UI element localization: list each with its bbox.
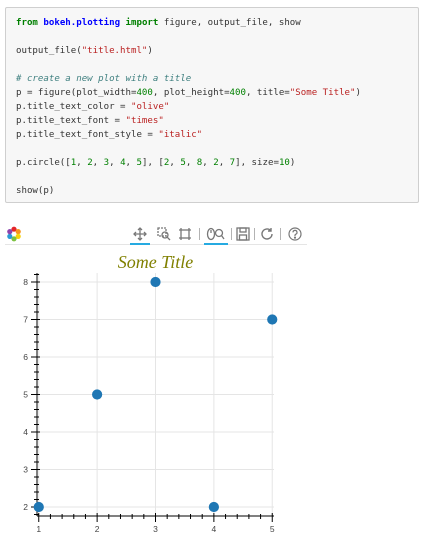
- code-text: ,: [185, 158, 197, 168]
- code-string: "italic": [158, 130, 203, 140]
- code-line-circle: p.circle([1, 2, 3, 4, 5], [2, 5, 8, 2, 7…: [16, 156, 295, 170]
- code-line-title-font-style: p.title_text_font_style = "italic": [16, 128, 202, 142]
- y-tick-label: 8: [23, 277, 28, 287]
- toolbar-separator: [199, 228, 200, 240]
- code-text: ,: [76, 158, 88, 168]
- code-text: p.title_text_color =: [16, 102, 131, 112]
- data-point[interactable]: [208, 501, 219, 513]
- bokeh-logo-icon[interactable]: [6, 226, 22, 242]
- code-text: ,: [202, 158, 214, 168]
- code-text: show(p): [16, 186, 55, 196]
- data-point[interactable]: [150, 276, 161, 288]
- code-number: 8: [196, 158, 203, 168]
- code-text: p.circle([: [16, 158, 71, 168]
- code-text: , title=: [245, 88, 290, 98]
- code-number: 4: [120, 158, 126, 168]
- code-text: ,: [218, 158, 230, 168]
- code-number: 1: [70, 158, 77, 168]
- data-point[interactable]: [33, 501, 44, 513]
- code-line-comment: # create a new plot with a title: [16, 72, 191, 86]
- code-text: p.title_text_font_style =: [16, 130, 159, 140]
- code-number: 2: [87, 158, 93, 168]
- code-text: ): [147, 46, 153, 56]
- y-tick-label: 4: [23, 427, 28, 437]
- code-keyword: import: [125, 18, 159, 28]
- code-number: 3: [103, 158, 110, 168]
- code-number: 5: [180, 158, 186, 168]
- toolbar-divider: [5, 244, 307, 245]
- code-line-show: show(p): [16, 184, 54, 198]
- data-points[interactable]: [33, 276, 278, 513]
- x-tick-label: 5: [270, 524, 275, 534]
- y-tick-label: 7: [23, 315, 28, 325]
- x-tick-label: 1: [36, 524, 41, 534]
- data-point[interactable]: [92, 389, 103, 400]
- code-line-output-file: output_file("title.html"): [16, 44, 153, 58]
- code-text: output_file(: [16, 46, 82, 56]
- code-module: bokeh.plotting: [43, 18, 121, 28]
- code-number: 400: [229, 88, 246, 98]
- code-text: ): [289, 158, 296, 168]
- toolbar-separator: [231, 228, 232, 240]
- plot-title: Some Title: [118, 252, 194, 272]
- resize-icon[interactable]: [177, 226, 193, 242]
- code-number: 2: [213, 158, 219, 168]
- code-text: p = figure(plot_width=: [16, 88, 137, 98]
- code-number: 400: [136, 88, 153, 98]
- code-text: ,: [109, 158, 121, 168]
- code-text: figure, output_file, show: [158, 18, 301, 28]
- code-comment: # create a new plot with a title: [16, 74, 192, 84]
- code-string: "title.html": [81, 46, 148, 56]
- y-tick-label: 5: [23, 390, 28, 400]
- code-number: 5: [136, 158, 142, 168]
- code-line-import: from bokeh.plotting import figure, outpu…: [16, 16, 301, 30]
- code-number: 10: [278, 158, 290, 168]
- data-point[interactable]: [267, 314, 278, 325]
- wheel-zoom-icon[interactable]: [206, 226, 226, 242]
- help-icon[interactable]: [287, 226, 303, 242]
- code-number: 2: [163, 158, 170, 168]
- code-text: ): [355, 88, 361, 98]
- code-cell[interactable]: from bokeh.plotting import figure, outpu…: [5, 7, 419, 203]
- code-text: ,: [92, 158, 104, 168]
- toolbar-separator: [280, 228, 281, 240]
- code-string: "times": [125, 116, 164, 126]
- y-tick-label: 2: [23, 502, 28, 512]
- scatter-plot[interactable]: Some Title 1 2 3 4 5 2 3 4 5 6 7 8: [0, 244, 310, 539]
- reset-icon[interactable]: [259, 226, 275, 242]
- code-text: ,: [125, 158, 137, 168]
- y-tick-label: 6: [23, 352, 28, 362]
- code-text: p.title_text_font =: [16, 116, 126, 126]
- box-zoom-icon[interactable]: [156, 226, 172, 242]
- code-line-title-font: p.title_text_font = "times": [16, 114, 164, 128]
- code-string: "Some Title": [289, 88, 356, 98]
- axes: 1 2 3 4 5 2 3 4 5 6 7 8: [23, 273, 275, 534]
- grid-lines: [37, 273, 274, 516]
- code-text: ,: [169, 158, 181, 168]
- code-text: ], [: [141, 158, 164, 168]
- code-line-title-color: p.title_text_color = "olive": [16, 100, 169, 114]
- code-text: ], size=: [235, 158, 279, 168]
- x-tick-label: 4: [212, 524, 217, 534]
- code-keyword: from: [16, 18, 38, 28]
- active-tool-indicator: [130, 243, 150, 245]
- save-icon[interactable]: [235, 226, 251, 242]
- x-tick-label: 2: [95, 524, 100, 534]
- x-tick-label: 3: [153, 524, 158, 534]
- code-text: , plot_height=: [152, 88, 230, 98]
- y-tick-label: 3: [23, 465, 28, 475]
- pan-icon[interactable]: [132, 226, 148, 242]
- toolbar-separator: [254, 228, 255, 240]
- code-number: 7: [229, 158, 236, 168]
- code-string: "olive": [130, 102, 170, 112]
- active-tool-indicator: [204, 243, 228, 245]
- code-line-figure: p = figure(plot_width=400, plot_height=4…: [16, 86, 361, 100]
